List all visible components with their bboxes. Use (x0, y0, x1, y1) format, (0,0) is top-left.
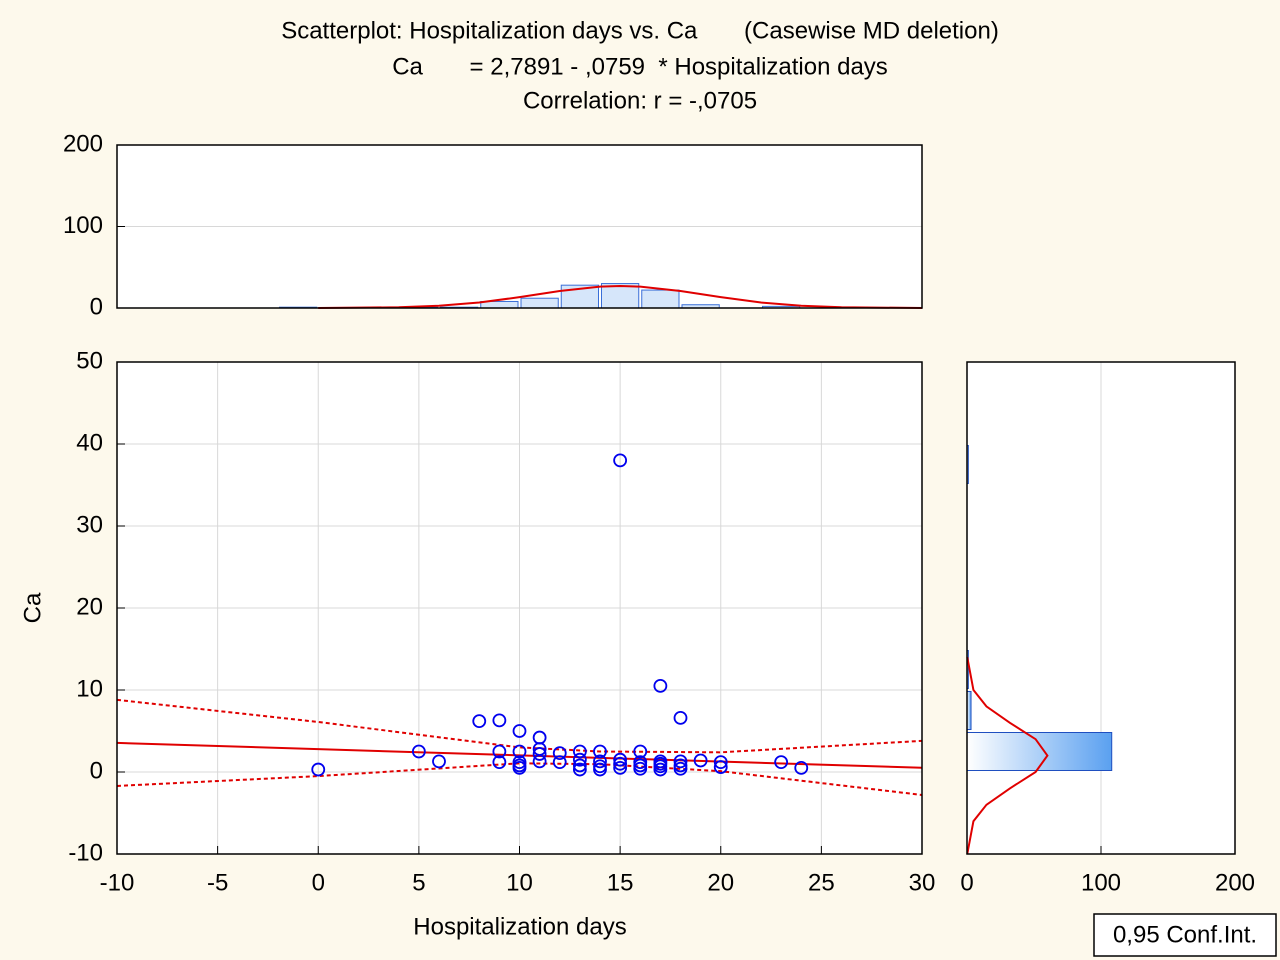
data-point (673, 710, 688, 725)
data-point (572, 752, 587, 767)
data-point (472, 714, 487, 729)
data-point (613, 752, 628, 767)
y-tick-label: 40 (76, 429, 103, 456)
histogram-bar (520, 297, 559, 309)
data-point (633, 744, 648, 759)
x-tick-label: 20 (707, 869, 734, 896)
data-point (774, 755, 789, 770)
x-tick-label: 100 (1081, 869, 1121, 896)
y-tick-label: 0 (90, 293, 103, 320)
normal-curve (966, 657, 1049, 855)
y-tick-label: 0 (90, 757, 103, 784)
data-point (613, 761, 628, 775)
x-tick-label: -5 (207, 869, 228, 896)
y-tick-label: 10 (76, 675, 103, 702)
data-point (673, 761, 688, 776)
data-point (593, 754, 607, 769)
x-axis-label: Hospitalization days (413, 913, 626, 940)
confidence-line (116, 698, 923, 754)
y-tick-label: 50 (76, 347, 103, 374)
data-point (693, 753, 708, 768)
equation: Ca = 2,7891 - ,0759 * Hospitalization da… (392, 53, 888, 80)
legend-label: 0,95 Conf.Int. (1113, 921, 1257, 948)
y-tick-label: 20 (76, 593, 103, 620)
histogram-bar (641, 289, 680, 309)
data-point (613, 756, 628, 771)
data-point (593, 762, 607, 777)
plot-frame (966, 361, 1236, 855)
data-point (653, 762, 668, 777)
data-point (794, 761, 809, 775)
plot-frame (116, 361, 923, 855)
data-point (633, 761, 648, 776)
data-point (572, 758, 587, 773)
data-point (613, 453, 628, 468)
data-point (713, 760, 728, 774)
chart-title: Scatterplot: Hospitalization days vs. Ca… (281, 17, 999, 44)
data-point (552, 755, 567, 770)
y-axis-label: Ca (19, 592, 46, 623)
data-point (512, 761, 527, 775)
data-point (512, 724, 527, 738)
x-tick-label: 25 (808, 869, 835, 896)
data-point (411, 744, 426, 759)
x-tick-label: 0 (960, 869, 973, 896)
confidence-line (116, 762, 923, 796)
y-tick-label: 200 (63, 130, 103, 157)
histogram-bar (966, 732, 1113, 771)
data-point (492, 713, 507, 728)
x-tick-label: 15 (607, 869, 634, 896)
x-tick-label: 5 (412, 869, 425, 896)
data-point (432, 754, 446, 769)
y-tick-label: 100 (63, 212, 103, 239)
x-tick-label: 10 (506, 869, 533, 896)
data-point (673, 754, 688, 769)
data-point (492, 755, 507, 770)
data-point (512, 744, 527, 759)
data-point (552, 746, 567, 761)
x-tick-label: 200 (1215, 869, 1255, 896)
data-point (572, 744, 587, 759)
data-point (532, 754, 547, 769)
legend-box (1093, 913, 1277, 957)
data-point (653, 679, 668, 693)
data-point (572, 762, 587, 777)
data-point (593, 744, 607, 759)
y-tick-label: 30 (76, 511, 103, 538)
histogram-bar (601, 283, 640, 309)
plot-frame (116, 144, 923, 309)
x-tick-label: 0 (312, 869, 325, 896)
y-tick-label: -10 (68, 839, 103, 866)
x-tick-label: 30 (909, 869, 936, 896)
x-tick-label: -10 (100, 869, 135, 896)
data-point (713, 755, 728, 770)
data-point (311, 762, 326, 777)
data-point (532, 747, 547, 761)
normal-curve (318, 284, 923, 309)
data-point (492, 744, 507, 759)
correlation: Correlation: r = -,0705 (523, 87, 757, 114)
